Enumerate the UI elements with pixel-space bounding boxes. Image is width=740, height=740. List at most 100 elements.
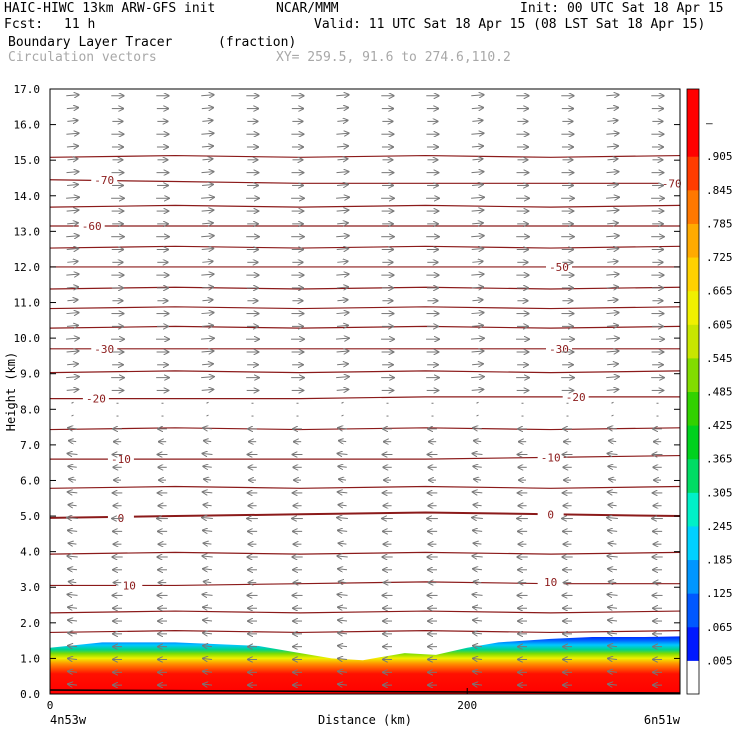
circulation-vector bbox=[608, 569, 618, 570]
circulation-vector bbox=[341, 414, 344, 417]
circulation-vector bbox=[471, 133, 483, 134]
circulation-vector bbox=[336, 325, 348, 326]
circulation-vector bbox=[66, 146, 78, 147]
colorbar-segment bbox=[687, 357, 699, 392]
circulation-vector bbox=[471, 389, 484, 390]
contour-label: -20 bbox=[566, 391, 586, 404]
circulation-vector bbox=[607, 364, 618, 365]
circulation-vector bbox=[608, 453, 618, 454]
circulation-vector bbox=[473, 428, 482, 429]
circulation-vector bbox=[472, 594, 483, 595]
x-tick-label: 0 bbox=[47, 699, 54, 712]
colorbar-frame bbox=[686, 88, 700, 695]
contour-line bbox=[49, 630, 681, 634]
circulation-vector bbox=[201, 313, 213, 314]
contour-label: -70 bbox=[94, 174, 114, 187]
contour-label: -70 bbox=[662, 177, 682, 190]
colorbar-label: .065 bbox=[706, 621, 733, 634]
boundary-layer-tracer-fill bbox=[50, 636, 680, 694]
colorbar-segment bbox=[687, 492, 699, 527]
circulation-vector bbox=[338, 658, 348, 659]
x-end-location: 6n51w bbox=[644, 713, 681, 727]
circulation-vector bbox=[336, 236, 349, 237]
field-title: Boundary Layer Tracer bbox=[8, 35, 173, 50]
contour-line bbox=[50, 581, 680, 587]
circulation-vector bbox=[67, 184, 78, 185]
circulation-vector bbox=[336, 172, 349, 173]
x-start-location: 4n53w bbox=[50, 713, 87, 727]
vectors-label: Circulation vectors bbox=[8, 50, 157, 65]
contour-line bbox=[49, 179, 680, 184]
circulation-vector bbox=[473, 646, 483, 647]
circulation-vector bbox=[473, 569, 483, 570]
circulation-vector bbox=[202, 556, 213, 557]
y-tick-label: 3.0 bbox=[20, 581, 40, 594]
circulation-vector bbox=[68, 569, 78, 570]
colorbar-label: .785 bbox=[706, 217, 733, 230]
colorbar-segment bbox=[687, 89, 699, 124]
circulation-vector bbox=[473, 607, 483, 608]
colorbar-segment bbox=[687, 122, 699, 157]
circulation-vector bbox=[204, 441, 212, 442]
colorbar-segment bbox=[687, 425, 699, 460]
circulation-vector bbox=[472, 300, 482, 301]
contour-line bbox=[49, 245, 681, 249]
circulation-vector bbox=[67, 300, 77, 301]
circulation-vector bbox=[472, 120, 482, 121]
circulation-vector bbox=[607, 120, 617, 121]
circulation-vector bbox=[203, 453, 213, 454]
circulation-vector bbox=[204, 543, 212, 544]
fcst-label: Fcst: bbox=[4, 17, 44, 32]
colorbar-segment bbox=[687, 257, 699, 292]
circulation-vector bbox=[203, 530, 213, 531]
contour-line bbox=[49, 154, 681, 158]
circulation-vector bbox=[66, 377, 79, 378]
colorbar-label: .125 bbox=[706, 587, 733, 600]
circulation-vector bbox=[339, 582, 347, 583]
circulation-vector bbox=[201, 377, 214, 378]
y-tick-label: 6.0 bbox=[20, 474, 40, 487]
circulation-vector bbox=[336, 197, 349, 198]
circulation-vector bbox=[67, 159, 77, 160]
colorbar-segment bbox=[687, 391, 699, 426]
circulation-vector bbox=[606, 389, 619, 390]
circulation-vector bbox=[606, 197, 619, 198]
colorbar-label: .005 bbox=[706, 654, 733, 667]
circulation-vector bbox=[339, 479, 347, 480]
y-tick-label: 9.0 bbox=[20, 368, 40, 381]
contour-line bbox=[49, 286, 681, 290]
circulation-vector bbox=[206, 401, 209, 404]
y-tick-label: 7.0 bbox=[20, 439, 40, 452]
circulation-vector bbox=[69, 582, 77, 583]
circulation-vector bbox=[336, 287, 348, 288]
circulation-vector bbox=[609, 441, 617, 442]
circulation-vector bbox=[606, 274, 618, 275]
circulation-vector bbox=[472, 184, 483, 185]
circulation-vector bbox=[203, 569, 213, 570]
circulation-vector bbox=[608, 607, 618, 608]
circulation-vector bbox=[201, 351, 214, 352]
circulation-vector bbox=[204, 582, 212, 583]
circulation-vector bbox=[336, 210, 349, 211]
circulation-vector bbox=[202, 261, 212, 262]
colorbar-segment bbox=[687, 156, 699, 191]
circulation-vector bbox=[338, 633, 348, 634]
circulation-vector bbox=[608, 530, 618, 531]
contour-line bbox=[50, 454, 681, 460]
colorbar-label: – bbox=[706, 117, 713, 130]
circulation-vector bbox=[606, 313, 618, 314]
circulation-vector bbox=[66, 287, 78, 288]
y-tick-label: 2.0 bbox=[20, 617, 40, 630]
circulation-vector bbox=[471, 197, 484, 198]
circulation-vector bbox=[471, 338, 484, 339]
circulation-vector bbox=[336, 274, 348, 275]
circulation-vector bbox=[474, 543, 482, 544]
circulation-vector bbox=[203, 607, 213, 608]
circulation-vector bbox=[472, 223, 483, 224]
circulation-vector bbox=[472, 364, 483, 365]
circulation-vector bbox=[201, 249, 213, 250]
circulation-vector bbox=[338, 428, 347, 429]
circulation-vector bbox=[611, 414, 614, 417]
circulation-vector bbox=[341, 401, 344, 404]
